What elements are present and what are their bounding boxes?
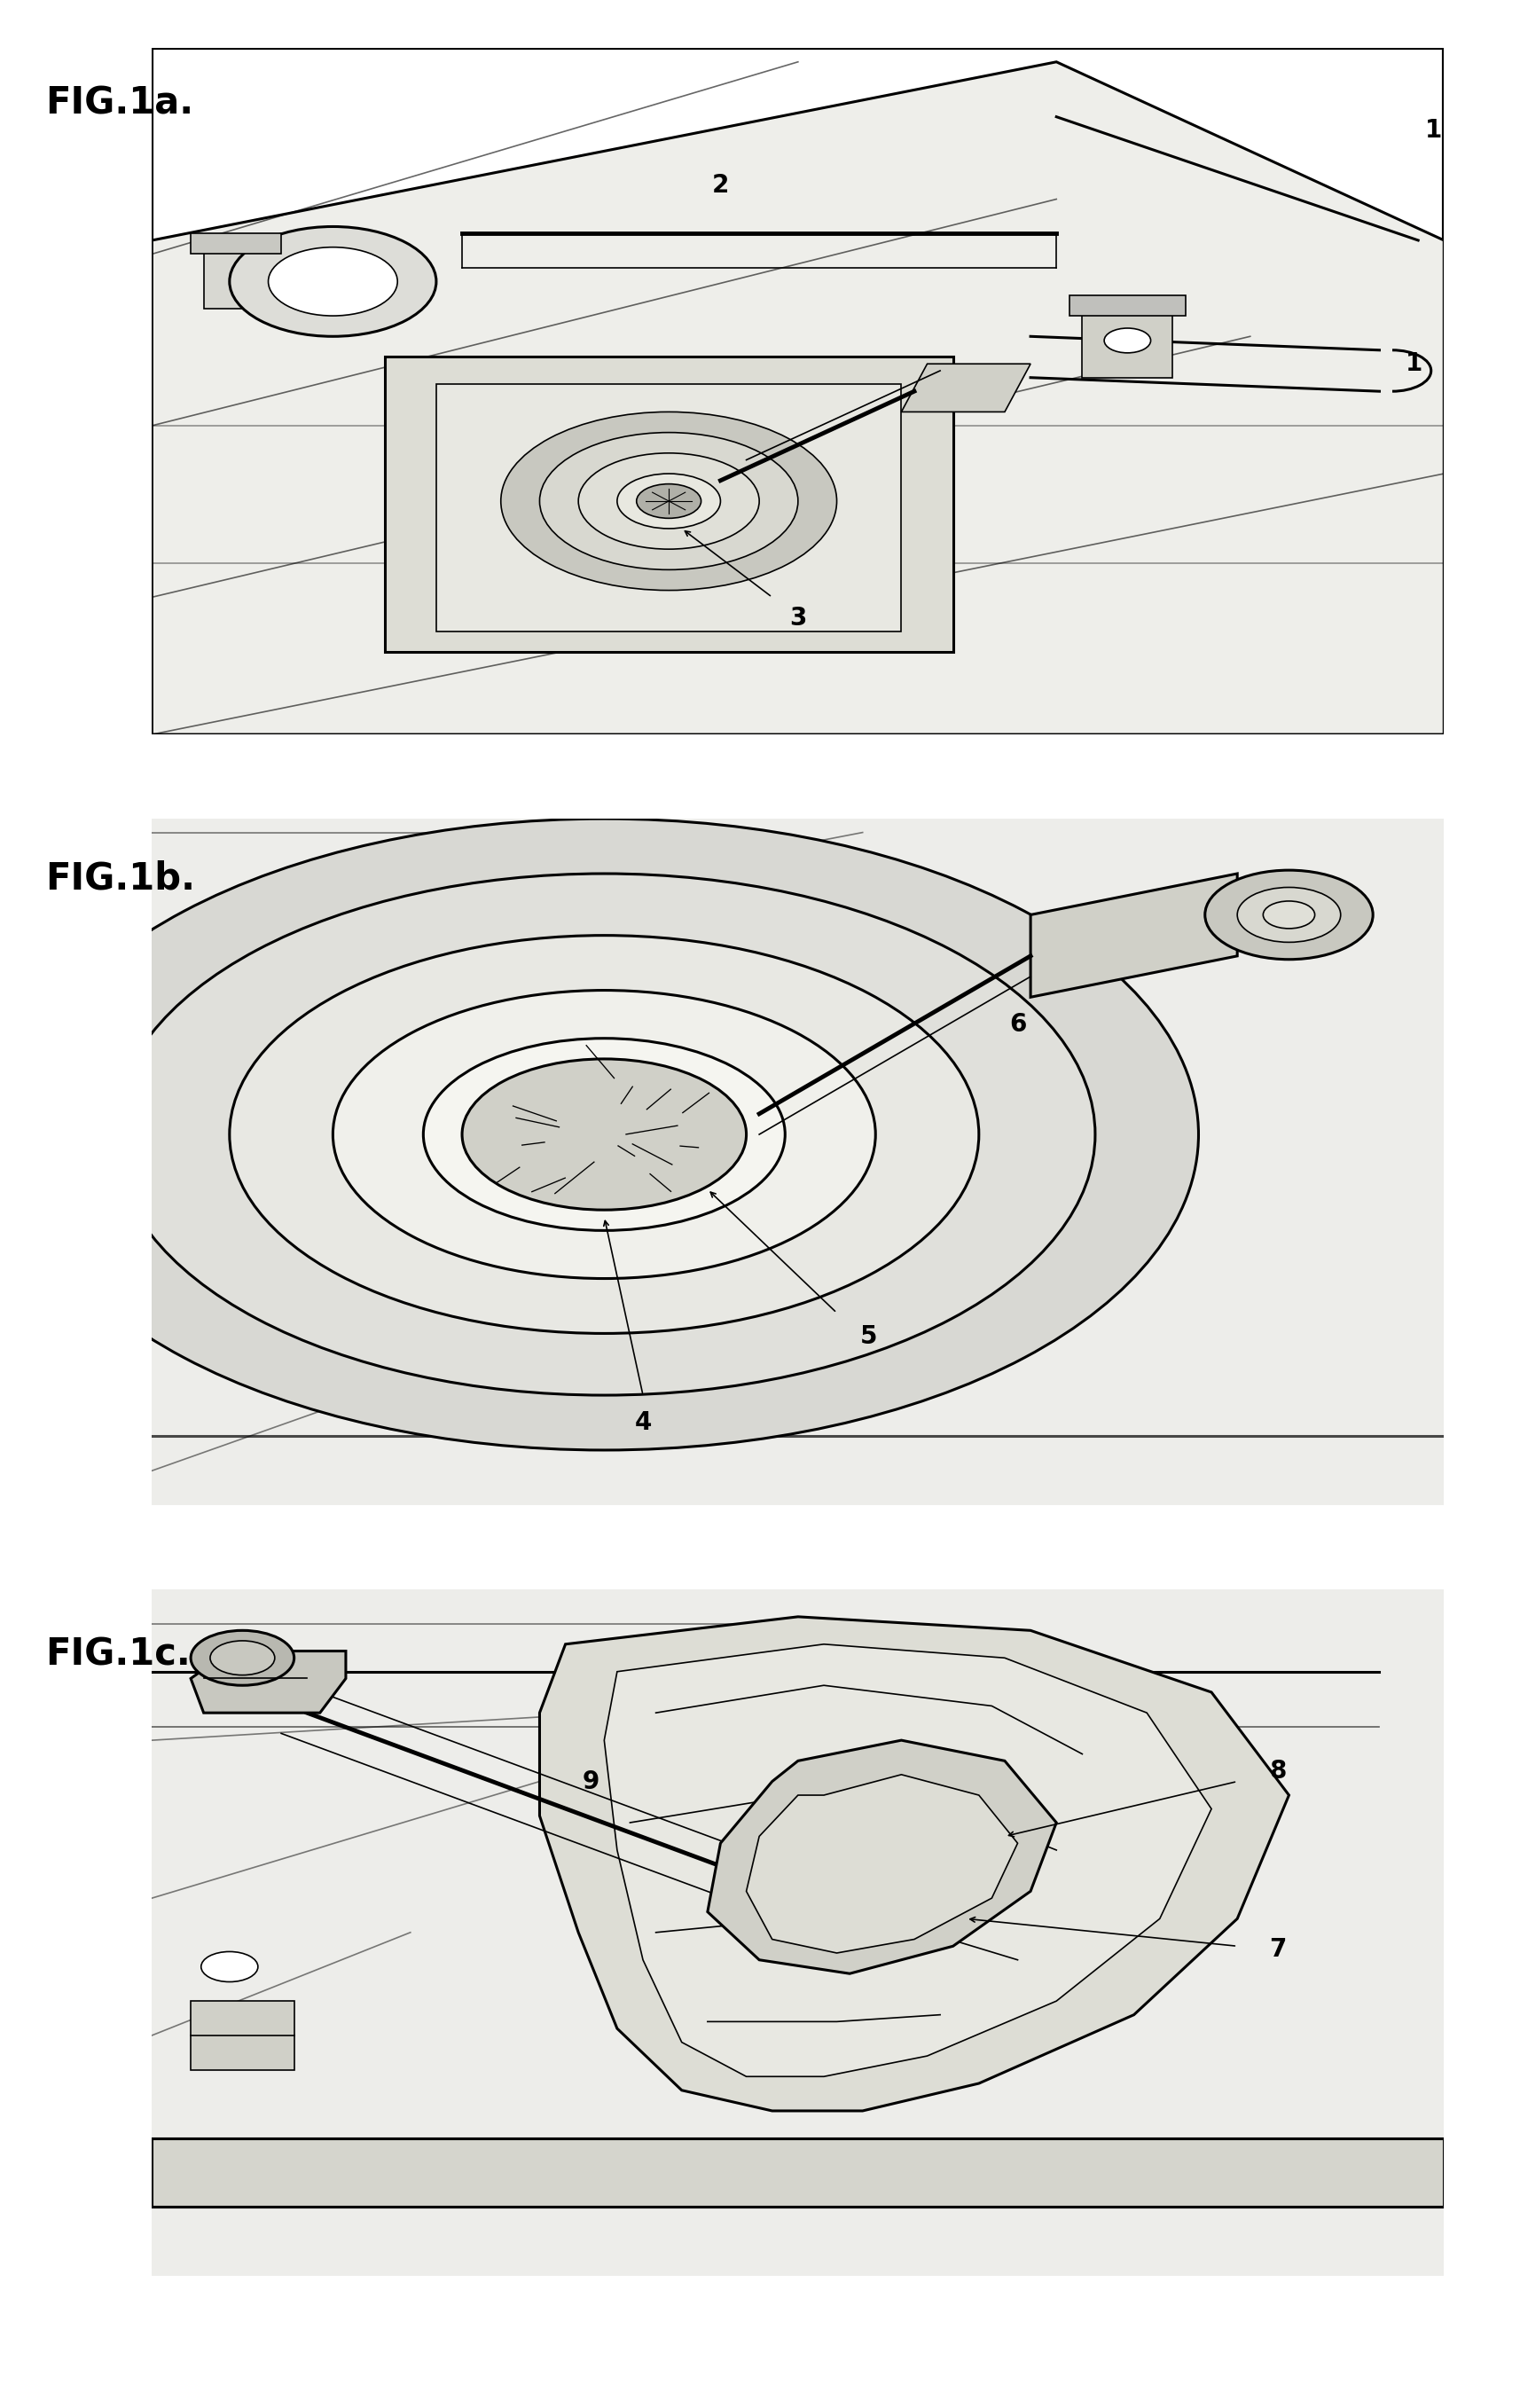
Circle shape bbox=[637, 484, 701, 518]
Circle shape bbox=[578, 453, 760, 549]
Polygon shape bbox=[152, 2138, 1444, 2206]
FancyBboxPatch shape bbox=[152, 1589, 1444, 2276]
Text: 9: 9 bbox=[582, 1770, 600, 1794]
Polygon shape bbox=[192, 1652, 345, 1712]
Circle shape bbox=[112, 874, 1094, 1394]
Polygon shape bbox=[901, 364, 1031, 412]
Text: 4: 4 bbox=[634, 1411, 652, 1435]
Text: 8: 8 bbox=[1269, 1758, 1287, 1784]
Text: 5: 5 bbox=[860, 1324, 877, 1348]
Text: 7: 7 bbox=[1269, 1936, 1287, 1963]
Text: FIG.1b.: FIG.1b. bbox=[46, 860, 196, 898]
Text: FIG.1a.: FIG.1a. bbox=[46, 84, 195, 123]
Bar bbox=[192, 2001, 293, 2071]
Bar bbox=[1082, 308, 1173, 378]
Circle shape bbox=[462, 1060, 746, 1209]
Text: 2: 2 bbox=[711, 173, 730, 197]
Circle shape bbox=[201, 1950, 258, 1982]
Circle shape bbox=[540, 433, 798, 571]
Polygon shape bbox=[436, 385, 901, 631]
Text: 6: 6 bbox=[1009, 1011, 1026, 1038]
Circle shape bbox=[268, 248, 398, 315]
Polygon shape bbox=[603, 1645, 1211, 2076]
Polygon shape bbox=[707, 1741, 1056, 1975]
Polygon shape bbox=[152, 63, 1444, 734]
Bar bbox=[192, 234, 281, 255]
Polygon shape bbox=[385, 356, 953, 653]
Circle shape bbox=[1205, 869, 1373, 958]
Circle shape bbox=[423, 1038, 784, 1230]
Polygon shape bbox=[540, 1616, 1289, 2112]
Bar bbox=[1069, 296, 1186, 315]
Circle shape bbox=[192, 1630, 295, 1686]
Circle shape bbox=[230, 226, 436, 337]
Circle shape bbox=[333, 990, 876, 1279]
Circle shape bbox=[210, 1640, 275, 1676]
Text: FIG.1c.: FIG.1c. bbox=[46, 1635, 192, 1674]
Polygon shape bbox=[746, 1775, 1017, 1953]
Circle shape bbox=[1263, 901, 1315, 929]
Polygon shape bbox=[152, 819, 1444, 1505]
Circle shape bbox=[617, 474, 720, 530]
FancyBboxPatch shape bbox=[152, 48, 1444, 734]
Polygon shape bbox=[152, 1589, 1444, 2276]
Circle shape bbox=[1104, 327, 1151, 354]
FancyBboxPatch shape bbox=[152, 819, 1444, 1505]
Circle shape bbox=[1237, 889, 1341, 942]
Bar bbox=[204, 248, 268, 308]
Circle shape bbox=[9, 819, 1198, 1450]
Text: 1: 1 bbox=[1404, 352, 1423, 376]
Text: 1: 1 bbox=[1424, 118, 1441, 142]
Text: 3: 3 bbox=[789, 604, 807, 631]
Polygon shape bbox=[1031, 874, 1237, 997]
Circle shape bbox=[500, 412, 836, 590]
Circle shape bbox=[230, 934, 979, 1334]
